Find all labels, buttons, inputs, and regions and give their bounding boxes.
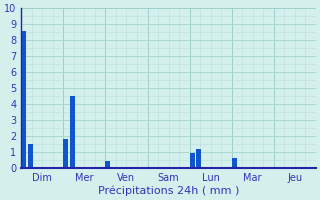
Bar xyxy=(70,96,75,168)
Bar xyxy=(21,31,26,168)
Bar xyxy=(28,144,33,168)
Bar xyxy=(189,153,195,168)
X-axis label: Précipitations 24h ( mm ): Précipitations 24h ( mm ) xyxy=(98,185,239,196)
Bar xyxy=(196,149,201,168)
Bar xyxy=(63,139,68,168)
Bar xyxy=(232,158,237,168)
Bar xyxy=(105,161,110,168)
